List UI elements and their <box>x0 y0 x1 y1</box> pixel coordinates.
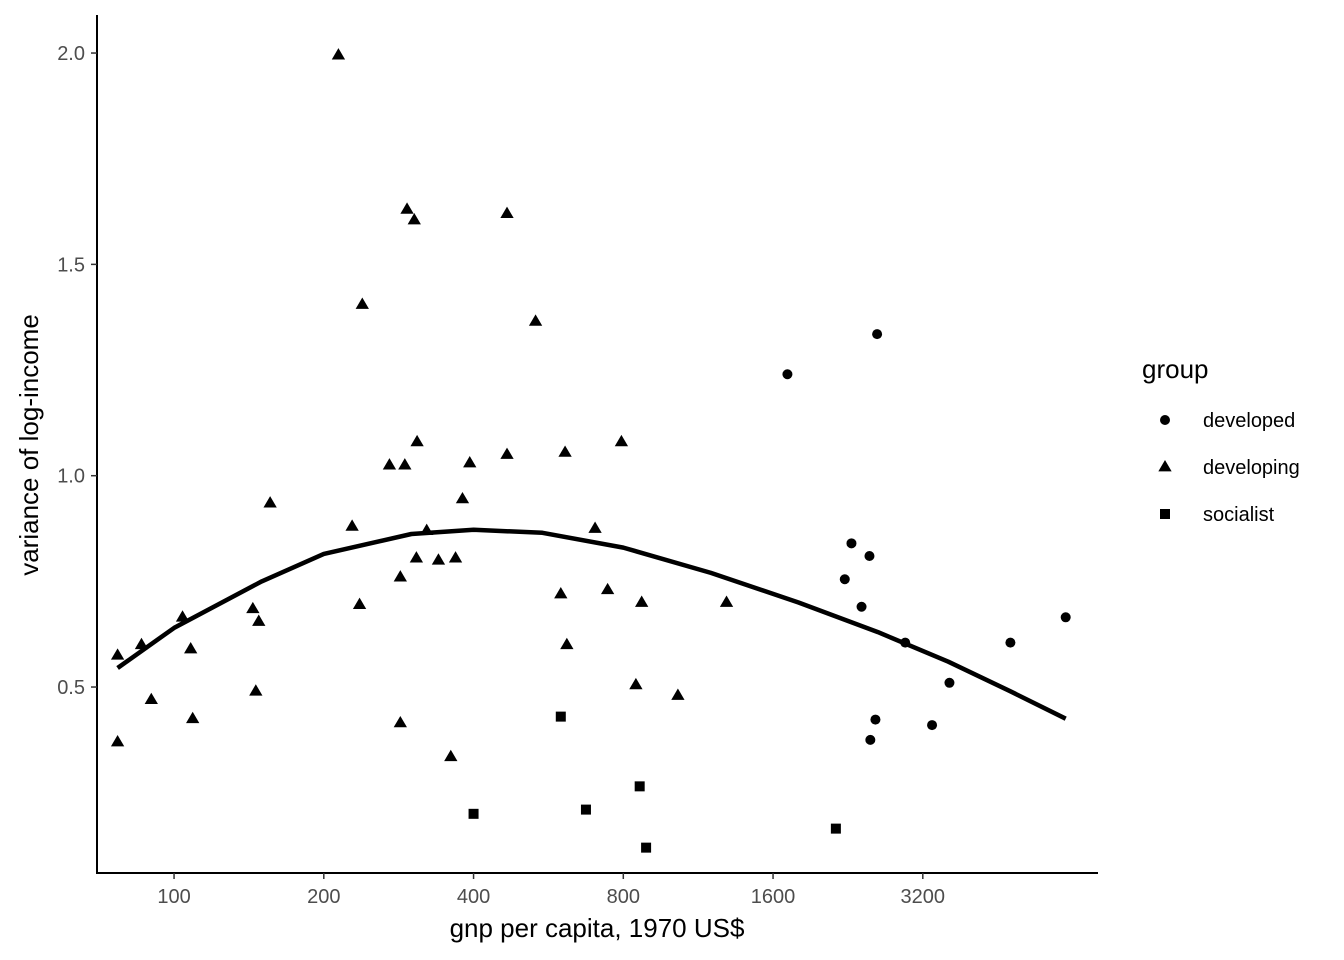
developing-point <box>110 648 125 660</box>
socialist-point <box>468 808 479 819</box>
developed-point <box>1060 612 1071 623</box>
legend-item-socialist: socialist <box>1160 504 1275 526</box>
developing-point <box>186 711 200 724</box>
x-tick-label: 800 <box>607 886 640 908</box>
x-axis-title: gnp per capita, 1970 US$ <box>450 913 745 943</box>
developing-point <box>558 445 572 457</box>
x-tick-label: 100 <box>157 886 190 908</box>
developing-point <box>393 715 407 728</box>
legend-label: developing <box>1203 457 1300 479</box>
y-tick-label: 2.0 <box>57 43 85 65</box>
developing-point <box>331 48 346 60</box>
legend-label: developed <box>1203 410 1295 432</box>
developing-point <box>252 614 266 626</box>
y-tick-label: 0.5 <box>57 677 85 699</box>
developing-point <box>500 447 514 459</box>
developing-point <box>249 684 263 696</box>
developing-point <box>144 692 158 705</box>
legend: group developed developing socialist <box>1142 354 1300 526</box>
developed-point <box>944 677 955 688</box>
developing-point <box>614 434 629 447</box>
developing-point <box>410 434 424 447</box>
developing-point <box>355 297 369 309</box>
square-key-icon <box>1160 509 1170 519</box>
triangle-key-icon <box>1158 460 1172 472</box>
socialist-point <box>641 842 652 853</box>
developing-point <box>719 595 734 607</box>
y-axis-title: variance of log-income <box>14 314 44 576</box>
developed-point <box>872 329 883 340</box>
developing-point <box>600 582 615 595</box>
developed-point <box>870 714 881 725</box>
developing-point <box>409 551 424 563</box>
developed-point <box>1005 637 1016 648</box>
developing-point <box>635 595 649 607</box>
x-tick-label: 1600 <box>751 886 796 908</box>
developing-point <box>554 587 568 599</box>
socialist-point <box>830 823 841 834</box>
developing-point <box>110 734 125 747</box>
developed-point <box>856 601 867 612</box>
developing-point <box>263 496 277 508</box>
developing-point <box>431 553 446 565</box>
developing-point <box>382 458 397 470</box>
developing-point <box>398 458 412 470</box>
developed-point <box>782 369 793 380</box>
developing-point <box>463 456 477 468</box>
developing-point <box>588 521 602 533</box>
socialist-point <box>580 804 591 815</box>
legend-item-developed: developed <box>1160 410 1295 432</box>
fit-curve <box>116 527 1067 721</box>
developing-point <box>444 749 458 762</box>
developing-point <box>629 677 643 690</box>
developing-point <box>352 597 367 609</box>
legend-item-developing: developing <box>1158 457 1300 479</box>
developing-point <box>400 202 414 214</box>
legend-label: socialist <box>1203 504 1275 526</box>
developing-point <box>345 519 359 531</box>
series-developing <box>110 48 734 762</box>
axes: 100 200 400 800 1600 3200 0.5 1.0 1.5 2.0 <box>57 15 1098 908</box>
y-tick-label: 1.0 <box>57 466 85 488</box>
developing-point <box>455 491 470 504</box>
series-socialist <box>468 711 841 853</box>
developing-point <box>500 206 514 218</box>
x-tick-label: 3200 <box>901 886 946 908</box>
developing-point <box>528 314 543 326</box>
socialist-point <box>634 781 645 792</box>
x-tick-label: 200 <box>307 886 340 908</box>
y-tick-label: 1.5 <box>57 254 85 276</box>
series-developed <box>782 329 1071 745</box>
developing-point <box>246 601 260 614</box>
circle-key-icon <box>1160 415 1170 425</box>
developing-point <box>671 688 685 700</box>
developed-point <box>846 538 857 549</box>
legend-title: group <box>1142 354 1209 384</box>
developing-point <box>560 637 574 650</box>
developed-point <box>839 574 850 585</box>
developing-point <box>393 570 407 582</box>
socialist-point <box>555 711 566 722</box>
developing-point <box>407 212 421 225</box>
developed-point <box>927 720 938 731</box>
x-tick-label: 400 <box>457 886 490 908</box>
developing-point <box>184 641 198 654</box>
developing-point <box>448 551 463 563</box>
developing-point <box>175 610 190 622</box>
developed-point <box>865 734 876 745</box>
developed-point <box>864 551 875 562</box>
plot-area <box>110 48 1071 853</box>
